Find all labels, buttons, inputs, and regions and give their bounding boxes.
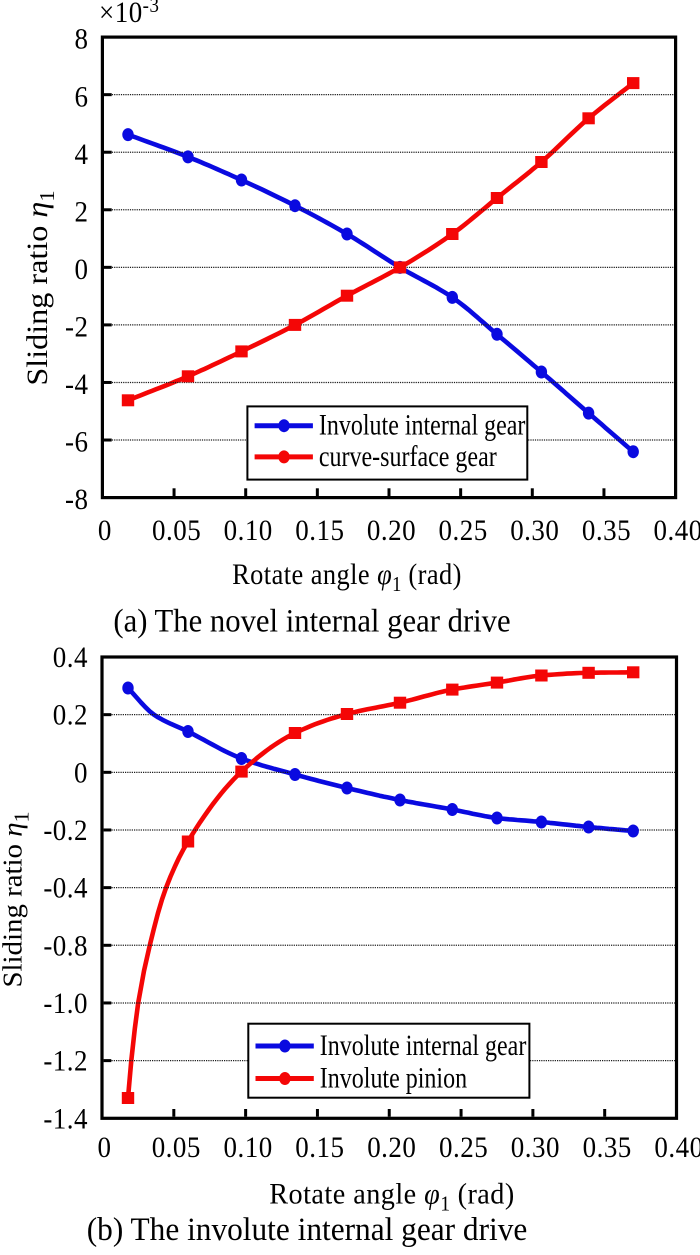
svg-text:curve-surface gear: curve-surface gear xyxy=(319,439,497,472)
svg-text:0: 0 xyxy=(75,254,89,287)
svg-text:0.10: 0.10 xyxy=(224,1132,273,1165)
svg-text:-4: -4 xyxy=(65,369,88,402)
svg-text:-1.4: -1.4 xyxy=(43,1103,88,1136)
svg-text:Involute internal gear: Involute internal gear xyxy=(320,1028,527,1061)
svg-text:0: 0 xyxy=(74,757,88,790)
svg-text:-1.0: -1.0 xyxy=(43,988,88,1021)
svg-text:0.35: 0.35 xyxy=(582,515,631,548)
svg-text:-8: -8 xyxy=(65,484,88,517)
svg-text:(b) The involute internal gear: (b) The involute internal gear drive xyxy=(87,1210,528,1247)
svg-text:Involute pinion: Involute pinion xyxy=(320,1061,468,1094)
svg-text:4: 4 xyxy=(75,139,89,172)
svg-text:-0.8: -0.8 xyxy=(43,930,88,963)
svg-text:-0.2: -0.2 xyxy=(43,815,88,848)
svg-text:0.2: 0.2 xyxy=(53,699,88,732)
svg-text:Rotate angle φ1 (rad): Rotate angle φ1 (rad) xyxy=(269,1178,514,1216)
svg-text:0.15: 0.15 xyxy=(295,515,344,548)
svg-text:0: 0 xyxy=(98,515,112,548)
svg-text:0.10: 0.10 xyxy=(224,515,273,548)
svg-text:Rotate angle φ1 (rad): Rotate angle φ1 (rad) xyxy=(232,559,462,597)
svg-text:×10-3: ×10-3 xyxy=(99,0,159,29)
svg-text:-0.4: -0.4 xyxy=(43,872,88,905)
svg-text:-6: -6 xyxy=(65,426,88,459)
svg-text:8: 8 xyxy=(75,23,89,56)
svg-text:Sliding ratio η1: Sliding ratio η1 xyxy=(0,811,33,987)
svg-text:0.20: 0.20 xyxy=(367,515,416,548)
svg-text:6: 6 xyxy=(75,81,89,114)
svg-text:-2: -2 xyxy=(65,311,88,344)
svg-text:0.35: 0.35 xyxy=(583,1132,632,1165)
svg-text:0.25: 0.25 xyxy=(439,1132,488,1165)
svg-text:0.20: 0.20 xyxy=(367,1132,416,1165)
svg-text:0.25: 0.25 xyxy=(439,515,488,548)
svg-text:0.40: 0.40 xyxy=(654,1132,700,1165)
svg-text:0.15: 0.15 xyxy=(295,1132,344,1165)
svg-text:0.05: 0.05 xyxy=(152,1132,201,1165)
svg-text:0.40: 0.40 xyxy=(654,515,700,548)
svg-text:Involute internal gear: Involute internal gear xyxy=(319,408,526,441)
svg-text:0: 0 xyxy=(98,1132,112,1165)
svg-text:(a) The novel internal gear dr: (a) The novel internal gear drive xyxy=(113,602,510,638)
svg-text:-1.2: -1.2 xyxy=(43,1045,88,1078)
svg-text:0.30: 0.30 xyxy=(510,515,559,548)
svg-text:0.05: 0.05 xyxy=(152,515,201,548)
svg-text:2: 2 xyxy=(75,196,89,229)
svg-text:Sliding ratio η1: Sliding ratio η1 xyxy=(20,190,59,385)
svg-text:0.4: 0.4 xyxy=(53,642,88,675)
svg-text:0.30: 0.30 xyxy=(511,1132,560,1165)
